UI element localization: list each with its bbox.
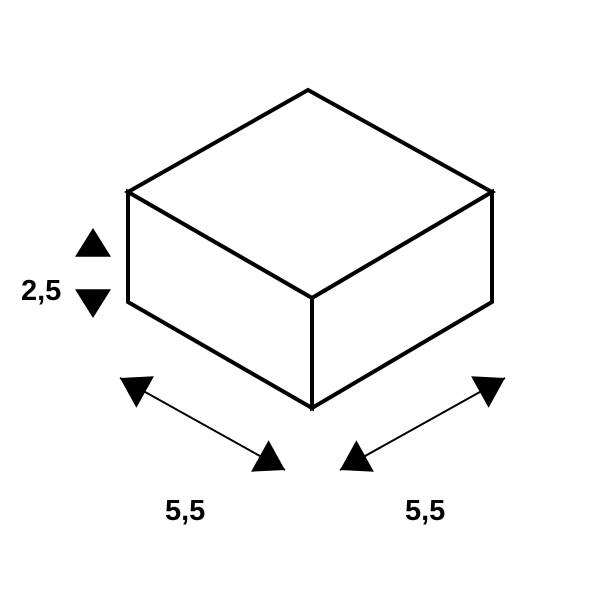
box-svg (0, 0, 600, 600)
height-arrow-up-icon (75, 228, 111, 257)
depth-arrow-end-icon (471, 376, 505, 407)
depth-label: 5,5 (405, 495, 445, 528)
width-arrow-start-icon (120, 376, 154, 407)
depth-arrow-start-icon (340, 440, 374, 471)
width-label: 5,5 (165, 495, 205, 528)
isometric-box-diagram: 2,5 5,5 5,5 (0, 0, 600, 600)
height-label: 2,5 (21, 275, 61, 308)
width-arrow-end-icon (251, 440, 285, 471)
height-arrow-down-icon (75, 289, 111, 318)
